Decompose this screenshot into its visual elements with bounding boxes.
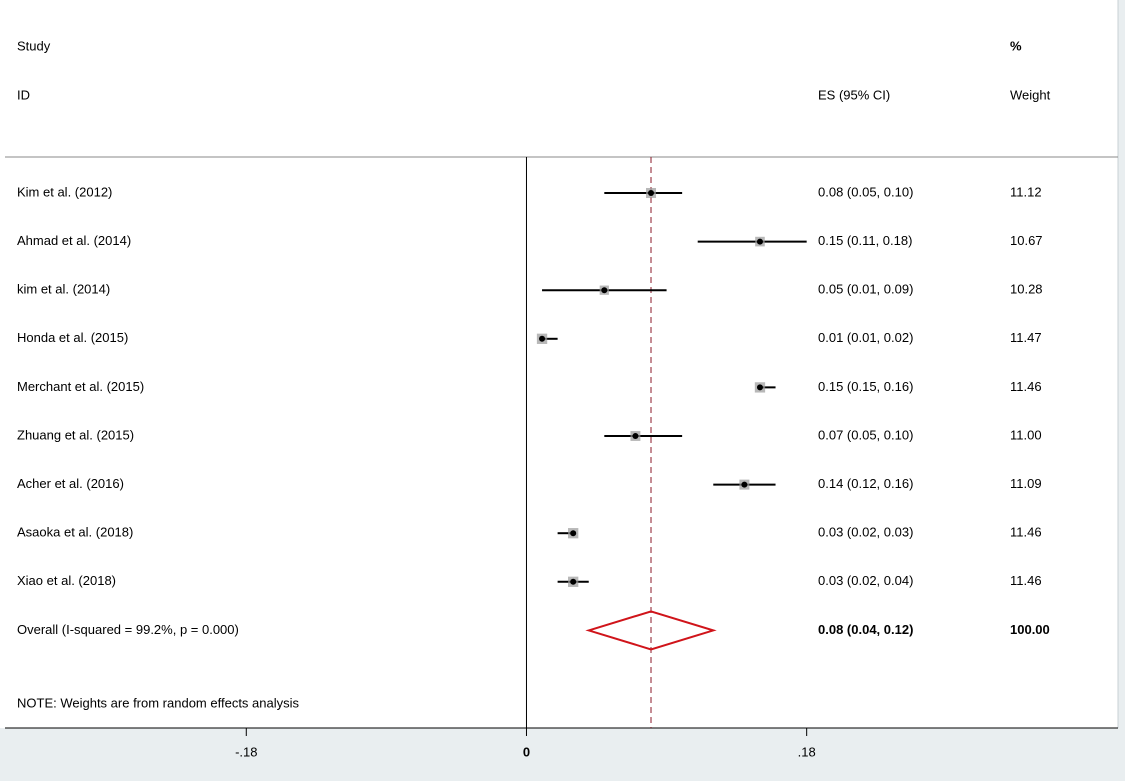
es-label: 0.15 (0.11, 0.18) xyxy=(818,233,912,248)
es-label: 0.08 (0.05, 0.10) xyxy=(818,184,913,199)
es-label: 0.03 (0.02, 0.04) xyxy=(818,573,913,588)
weight-label: 11.12 xyxy=(1010,184,1042,199)
es-label: 0.14 (0.12, 0.16) xyxy=(818,476,913,491)
study-label: Ahmad et al. (2014) xyxy=(17,233,131,248)
overall-es-label: 0.08 (0.04, 0.12) xyxy=(818,622,913,637)
weight-label: 11.46 xyxy=(1010,525,1042,540)
point-estimate xyxy=(648,190,655,196)
header-id: ID xyxy=(17,87,30,102)
weight-label: 11.00 xyxy=(1010,427,1042,442)
point-estimate xyxy=(632,433,639,439)
study-label: Xiao et al. (2018) xyxy=(17,573,116,588)
point-estimate xyxy=(756,384,763,391)
header-study: Study xyxy=(17,38,51,53)
x-tick-label: 0 xyxy=(523,744,530,759)
es-label: 0.07 (0.05, 0.10) xyxy=(818,427,913,442)
es-label: 0.05 (0.01, 0.09) xyxy=(818,282,913,297)
study-label: Merchant et al. (2015) xyxy=(17,379,144,394)
weight-label: 10.28 xyxy=(1010,282,1043,297)
study-label: kim et al. (2014) xyxy=(17,282,110,297)
note: NOTE: Weights are from random effects an… xyxy=(17,695,300,710)
overall-weight-label: 100.00 xyxy=(1010,622,1050,637)
header-pct: % xyxy=(1010,38,1022,53)
study-label: Honda et al. (2015) xyxy=(17,330,128,345)
es-label: 0.03 (0.02, 0.03) xyxy=(818,525,913,540)
weight-label: 10.67 xyxy=(1010,233,1043,248)
point-estimate xyxy=(601,287,608,294)
plot-background xyxy=(0,0,1118,728)
weight-label: 11.09 xyxy=(1010,476,1042,491)
point-estimate xyxy=(756,238,763,245)
weight-label: 11.47 xyxy=(1010,330,1042,345)
study-label: Acher et al. (2016) xyxy=(17,476,124,491)
point-estimate xyxy=(539,335,546,342)
overall-label: Overall (I-squared = 99.2%, p = 0.000) xyxy=(17,622,239,637)
weight-label: 11.46 xyxy=(1010,573,1042,588)
header-es: ES (95% CI) xyxy=(818,87,890,102)
es-label: 0.01 (0.01, 0.02) xyxy=(818,330,913,345)
weight-label: 11.46 xyxy=(1010,379,1042,394)
point-estimate xyxy=(570,578,577,585)
point-estimate xyxy=(741,481,748,488)
x-tick-label: -.18 xyxy=(235,744,257,759)
study-label: Zhuang et al. (2015) xyxy=(17,427,134,442)
point-estimate xyxy=(570,530,577,537)
study-label: Asaoka et al. (2018) xyxy=(17,525,133,540)
x-tick-label: .18 xyxy=(798,744,816,759)
overall-diamond xyxy=(585,610,717,651)
study-label: Kim et al. (2012) xyxy=(17,184,112,199)
es-label: 0.15 (0.15, 0.16) xyxy=(818,379,913,394)
header-weight: Weight xyxy=(1010,87,1051,102)
